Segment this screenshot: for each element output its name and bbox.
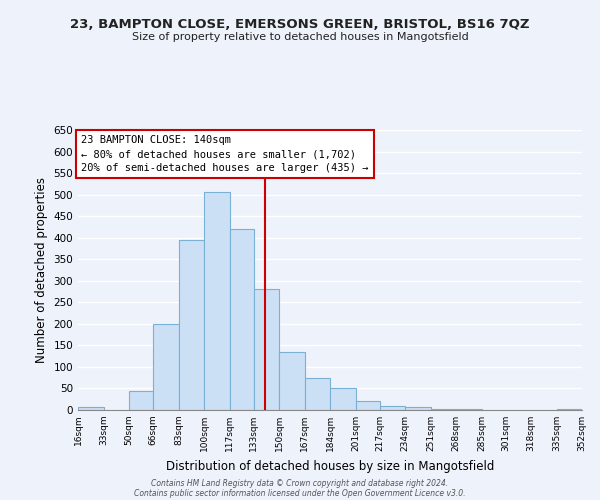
Text: Contains HM Land Registry data © Crown copyright and database right 2024.: Contains HM Land Registry data © Crown c… [151,478,449,488]
Y-axis label: Number of detached properties: Number of detached properties [35,177,48,363]
X-axis label: Distribution of detached houses by size in Mangotsfield: Distribution of detached houses by size … [166,460,494,472]
Bar [380,406,405,410]
Bar [78,406,104,410]
Text: Contains public sector information licensed under the Open Government Licence v3: Contains public sector information licen… [134,488,466,498]
Bar [254,290,279,410]
Bar [305,378,330,410]
Bar [229,229,254,410]
Bar [179,240,204,410]
Bar [557,409,582,410]
Bar [279,352,305,410]
Bar [355,400,380,410]
Bar [405,406,431,410]
Bar [330,388,355,410]
Text: Size of property relative to detached houses in Mangotsfield: Size of property relative to detached ho… [131,32,469,42]
Bar [153,324,179,410]
Bar [456,409,482,410]
Bar [204,192,229,410]
Bar [129,390,153,410]
Bar [431,409,456,410]
Text: 23, BAMPTON CLOSE, EMERSONS GREEN, BRISTOL, BS16 7QZ: 23, BAMPTON CLOSE, EMERSONS GREEN, BRIST… [70,18,530,30]
Text: 23 BAMPTON CLOSE: 140sqm
← 80% of detached houses are smaller (1,702)
20% of sem: 23 BAMPTON CLOSE: 140sqm ← 80% of detach… [81,135,368,173]
